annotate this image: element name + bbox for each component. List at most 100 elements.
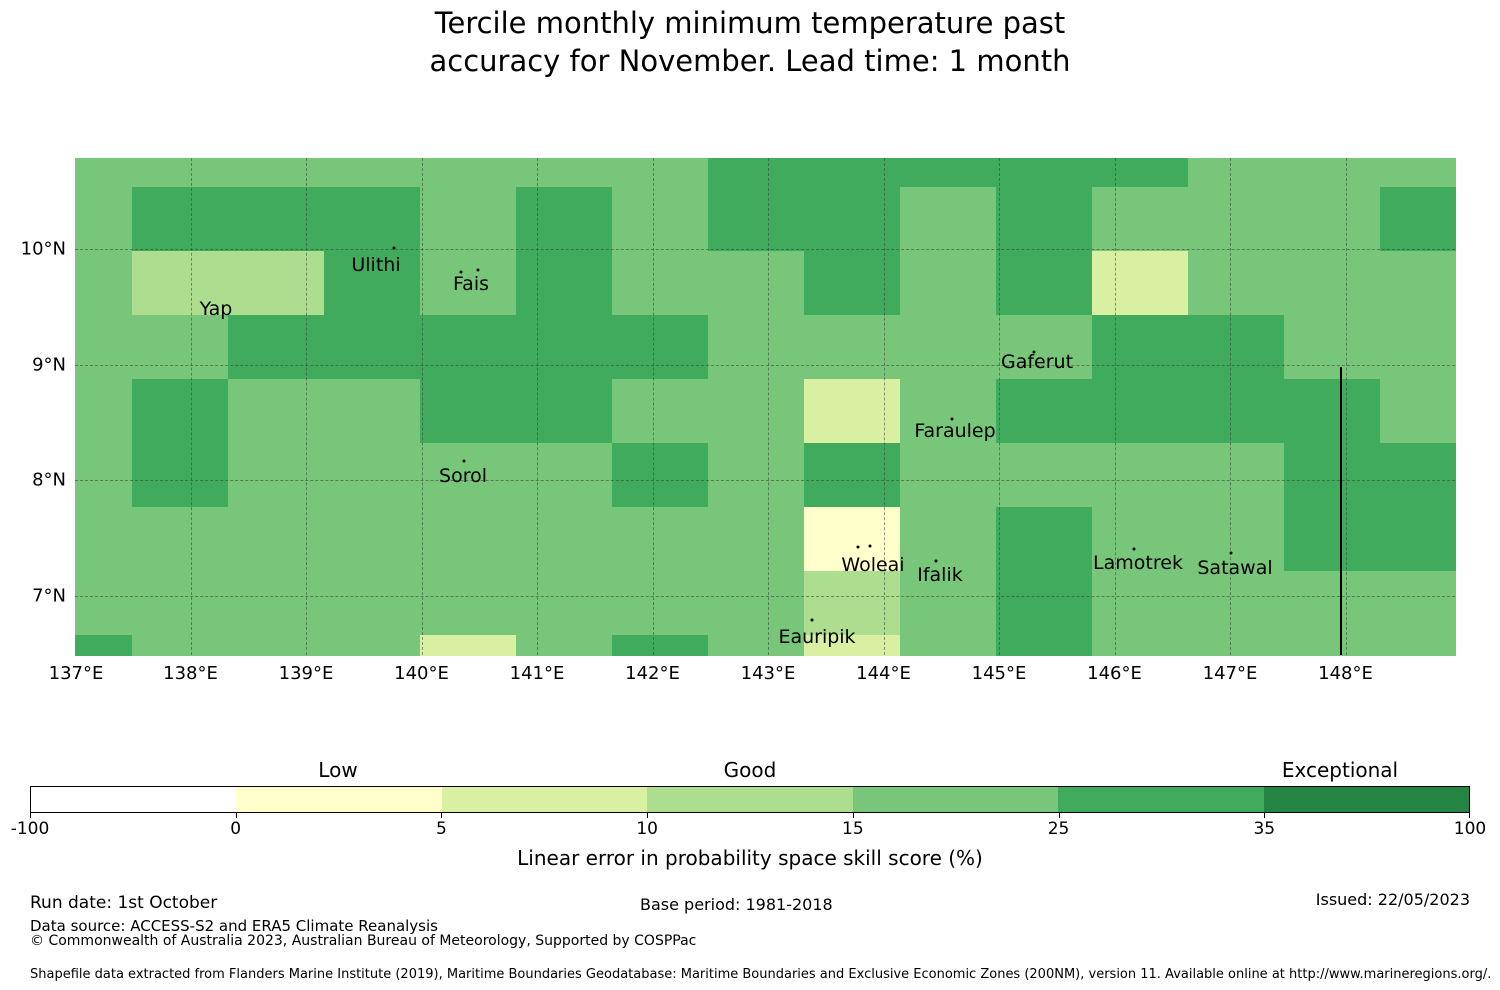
longitude-gridline bbox=[1114, 158, 1116, 655]
island-label-ulithi: Ulithi bbox=[351, 254, 401, 276]
map-cell bbox=[1188, 186, 1285, 252]
colorbar-category-label: Low bbox=[318, 758, 358, 782]
map-cell bbox=[420, 314, 517, 380]
map-cell bbox=[900, 378, 997, 444]
map-cell bbox=[612, 570, 709, 636]
map-cell bbox=[75, 314, 133, 380]
map-cell bbox=[228, 634, 325, 656]
map-cell bbox=[612, 186, 709, 252]
map-cell bbox=[228, 570, 325, 636]
longitude-gridline bbox=[190, 158, 192, 655]
map-cell bbox=[804, 158, 901, 188]
island-marker bbox=[462, 459, 466, 463]
map-cell bbox=[900, 250, 997, 316]
map-cell bbox=[708, 506, 805, 572]
island-marker bbox=[868, 544, 872, 548]
map-cell bbox=[612, 378, 709, 444]
map-cell bbox=[420, 250, 517, 316]
map-cell bbox=[228, 506, 325, 572]
map-cell bbox=[228, 442, 325, 508]
map-cell bbox=[420, 186, 517, 252]
x-tick-label: 138°E bbox=[163, 663, 218, 684]
x-tick-label: 141°E bbox=[509, 663, 565, 684]
map-cell bbox=[1284, 442, 1381, 508]
colorbar-tickmark bbox=[1469, 813, 1470, 818]
map-cell bbox=[324, 314, 421, 380]
map-cell bbox=[132, 378, 229, 444]
run-date-text: Run date: 1st October bbox=[30, 893, 218, 913]
map-cell bbox=[75, 378, 133, 444]
colorbar-tickmark bbox=[1264, 813, 1266, 818]
map-cell bbox=[996, 250, 1093, 316]
colorbar-segment bbox=[236, 787, 442, 812]
map-cell bbox=[324, 158, 421, 188]
map-cell bbox=[1284, 570, 1381, 636]
map-cell bbox=[1284, 378, 1381, 444]
island-marker bbox=[459, 270, 463, 274]
map-cell bbox=[708, 634, 805, 656]
map-cell bbox=[1188, 378, 1285, 444]
map-cell bbox=[516, 570, 613, 636]
issued-date-text: Issued: 22/05/2023 bbox=[1315, 890, 1470, 909]
map-cell bbox=[1188, 250, 1285, 316]
map-cell bbox=[1092, 442, 1189, 508]
map-cell bbox=[420, 570, 517, 636]
island-marker bbox=[1132, 547, 1136, 551]
x-tick-label: 140°E bbox=[394, 663, 449, 684]
colorbar-category-label: Exceptional bbox=[1281, 758, 1399, 782]
x-tick-label: 139°E bbox=[278, 663, 334, 684]
map-cell bbox=[1380, 634, 1456, 656]
map-cell bbox=[996, 442, 1093, 508]
latitude-gridline bbox=[75, 595, 1455, 597]
x-tick-label: 143°E bbox=[740, 663, 796, 684]
map-cell bbox=[420, 158, 517, 188]
map-cell bbox=[804, 634, 901, 656]
map-cell bbox=[324, 186, 421, 252]
map-cell bbox=[996, 186, 1093, 252]
map-cell bbox=[708, 158, 805, 188]
colorbar-tick-label: 0 bbox=[230, 819, 242, 839]
map-cell bbox=[900, 634, 997, 656]
map-cell bbox=[804, 506, 901, 572]
map-cell bbox=[228, 158, 325, 188]
map-cell bbox=[1284, 314, 1381, 380]
map-cell bbox=[132, 250, 229, 316]
colorbar-tickmark bbox=[852, 813, 854, 818]
map-cell bbox=[900, 442, 997, 508]
map-cell bbox=[1284, 186, 1381, 252]
map-cell bbox=[1092, 634, 1189, 656]
island-label-faraulep: Faraulep bbox=[914, 420, 996, 442]
longitude-gridline bbox=[999, 158, 1000, 655]
map-cell bbox=[228, 250, 325, 316]
island-marker bbox=[934, 559, 938, 563]
map-cell bbox=[516, 442, 613, 508]
map-cell bbox=[708, 250, 805, 316]
map-cell bbox=[1092, 570, 1189, 636]
y-tick-label: 9°N bbox=[32, 354, 66, 376]
colorbar-segment bbox=[441, 787, 648, 812]
map-cell bbox=[804, 186, 901, 252]
map-cell bbox=[75, 634, 133, 656]
longitude-gridline bbox=[306, 158, 307, 655]
map-cell bbox=[516, 378, 613, 444]
map-panel: Yap Ulithi Fais Gaferut Faraulep Sorol Woleai I… bbox=[75, 158, 1456, 656]
map-cell bbox=[900, 314, 997, 380]
map-cell bbox=[1284, 158, 1381, 188]
island-marker bbox=[810, 618, 814, 622]
map-cell bbox=[516, 158, 613, 188]
latitude-gridline bbox=[75, 249, 1455, 251]
map-cell bbox=[708, 314, 805, 380]
colorbar-segment bbox=[647, 787, 853, 812]
map-cell bbox=[420, 442, 517, 508]
map-cell bbox=[1380, 506, 1456, 572]
x-tick-label: 137°E bbox=[48, 663, 104, 684]
map-cell bbox=[420, 506, 517, 572]
colorbar-tickmark bbox=[30, 813, 31, 818]
map-cell bbox=[132, 634, 229, 656]
map-cell bbox=[516, 314, 613, 380]
map-cell bbox=[516, 634, 613, 656]
map-cell bbox=[900, 570, 997, 636]
map-cell bbox=[996, 634, 1093, 656]
shapefile-attribution-text: Shapefile data extracted from Flanders M… bbox=[30, 967, 1492, 982]
island-label-sorol: Sorol bbox=[439, 465, 487, 487]
